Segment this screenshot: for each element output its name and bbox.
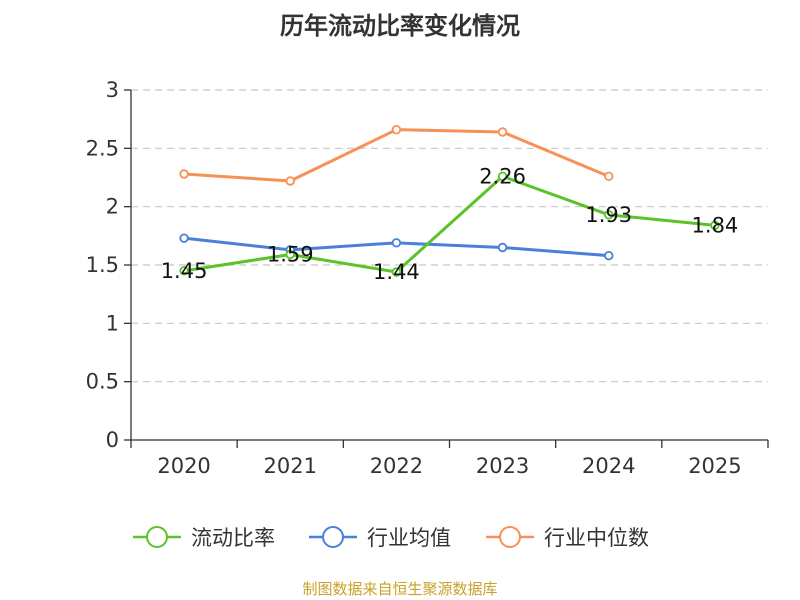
series-point-2 <box>604 171 614 182</box>
y-tick-label: 2.5 <box>86 136 119 160</box>
y-tick-label: 0 <box>106 428 119 452</box>
legend: 流动比率 行业均值 行业中位数 <box>133 526 649 550</box>
series-line-2 <box>182 128 611 183</box>
series-point-1 <box>179 233 189 243</box>
series-point-0 <box>391 267 402 277</box>
data-label: 1.93 <box>585 203 632 227</box>
series-point-0 <box>179 266 189 276</box>
legend-marker-0 <box>146 526 168 548</box>
data-label: 1.84 <box>692 213 739 237</box>
series-point-0 <box>285 249 295 260</box>
x-tick-label: 2023 <box>476 454 529 478</box>
chart-title: 历年流动比率变化情况 <box>280 12 520 40</box>
series-point-1 <box>497 242 508 253</box>
series-line-0 <box>182 174 717 274</box>
series-point-2 <box>285 176 295 186</box>
series-point-2 <box>391 124 402 135</box>
source-note: 制图数据来自恒生聚源数据库 <box>302 580 497 598</box>
legend-label-0: 流动比率 <box>191 526 275 550</box>
series-point-0 <box>497 171 508 182</box>
x-tick-label: 2025 <box>688 454 741 478</box>
legend-label-2: 行业中位数 <box>544 526 649 550</box>
y-tick-label: 3 <box>106 78 119 102</box>
grid-layer <box>131 89 768 383</box>
x-tick-label: 2022 <box>370 454 423 478</box>
legend-marker-1 <box>322 526 344 548</box>
x-tick-label: 2024 <box>582 454 635 478</box>
x-tick-label: 2021 <box>264 454 317 478</box>
series-point-2 <box>179 169 189 179</box>
data-label: 1.45 <box>161 259 208 283</box>
y-tick-label: 1.5 <box>86 253 119 277</box>
data-label: 2.26 <box>479 164 526 188</box>
data-label-layer: 1.45 1.59 1.44 2.26 1.93 1.84 <box>161 164 739 284</box>
legend-marker-2 <box>499 526 521 548</box>
series-point-1 <box>604 250 614 261</box>
series-point-2 <box>497 127 508 137</box>
series-point-1 <box>391 238 402 248</box>
y-tick-label: 1 <box>106 311 119 335</box>
x-tick-label: 2020 <box>157 454 210 478</box>
series-layer <box>179 124 720 277</box>
series-point-0 <box>604 210 614 220</box>
y-tick-label: 0.5 <box>86 370 119 394</box>
series-point-0 <box>710 220 720 231</box>
data-label: 1.44 <box>373 260 420 284</box>
y-tick-label: 2 <box>106 195 119 219</box>
data-label: 1.59 <box>267 243 314 267</box>
axis-layer: 0 0.5 1 1.5 2 2.5 3 2020 2021 2022 2023 2024 2025 <box>86 78 769 478</box>
legend-label-1: 行业均值 <box>367 526 451 550</box>
